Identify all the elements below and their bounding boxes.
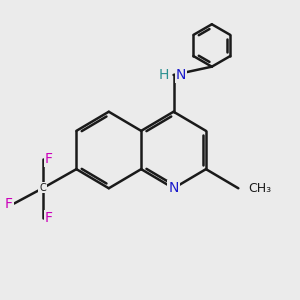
- Text: N: N: [168, 181, 179, 195]
- Text: H: H: [159, 68, 169, 82]
- Text: F: F: [4, 196, 13, 211]
- Text: F: F: [45, 152, 53, 166]
- Text: C: C: [39, 183, 46, 193]
- Text: CH₃: CH₃: [249, 182, 272, 195]
- Text: F: F: [45, 211, 53, 225]
- Text: N: N: [176, 68, 186, 82]
